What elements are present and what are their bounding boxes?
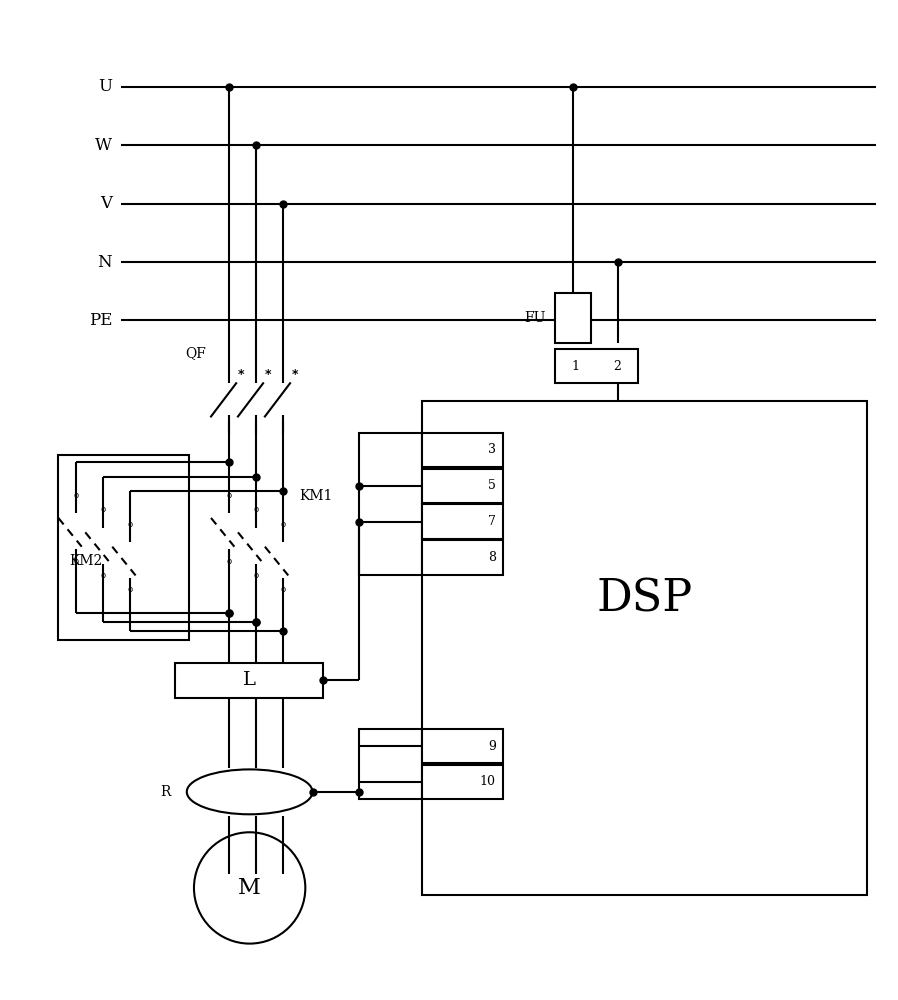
- Text: o: o: [128, 585, 133, 594]
- Text: FU: FU: [524, 311, 546, 325]
- Text: DSP: DSP: [596, 577, 693, 620]
- Text: KM2: KM2: [69, 554, 102, 568]
- Text: *: *: [264, 368, 271, 381]
- Text: o: o: [280, 585, 286, 594]
- Bar: [422, 433, 503, 467]
- Text: QF: QF: [186, 346, 207, 360]
- Bar: [555, 293, 591, 343]
- Text: *: *: [237, 368, 244, 381]
- Text: R: R: [160, 785, 171, 799]
- Text: W: W: [95, 137, 112, 154]
- Text: 8: 8: [488, 551, 496, 564]
- Text: o: o: [101, 571, 106, 580]
- Bar: [422, 504, 503, 539]
- Bar: [359, 433, 422, 575]
- Bar: [422, 540, 503, 575]
- Bar: [422, 765, 503, 799]
- Text: U: U: [98, 78, 112, 95]
- Text: o: o: [128, 520, 133, 529]
- Text: o: o: [101, 505, 106, 514]
- Circle shape: [194, 832, 305, 944]
- Text: N: N: [98, 254, 112, 271]
- Bar: [555, 349, 638, 383]
- Text: o: o: [280, 520, 286, 529]
- Text: L: L: [242, 671, 256, 689]
- Text: 1: 1: [572, 360, 579, 373]
- Text: M: M: [238, 877, 261, 899]
- Bar: [422, 469, 503, 503]
- Bar: [422, 401, 867, 895]
- Text: o: o: [253, 571, 259, 580]
- Text: *: *: [291, 368, 298, 381]
- Text: 5: 5: [488, 479, 496, 492]
- Bar: [359, 729, 422, 799]
- Text: o: o: [226, 491, 232, 500]
- Text: 9: 9: [488, 740, 496, 753]
- Text: 2: 2: [613, 360, 621, 373]
- Text: 10: 10: [480, 775, 496, 788]
- Text: PE: PE: [89, 312, 112, 329]
- Text: o: o: [74, 557, 79, 566]
- Ellipse shape: [187, 769, 313, 814]
- Bar: [175, 663, 323, 698]
- Text: o: o: [74, 491, 79, 500]
- Text: 7: 7: [488, 515, 496, 528]
- Text: o: o: [253, 505, 259, 514]
- Text: 3: 3: [488, 443, 496, 456]
- Text: V: V: [101, 195, 112, 212]
- Bar: [58, 455, 189, 640]
- Text: o: o: [226, 557, 232, 566]
- Bar: [422, 729, 503, 763]
- Text: KM1: KM1: [299, 489, 332, 503]
